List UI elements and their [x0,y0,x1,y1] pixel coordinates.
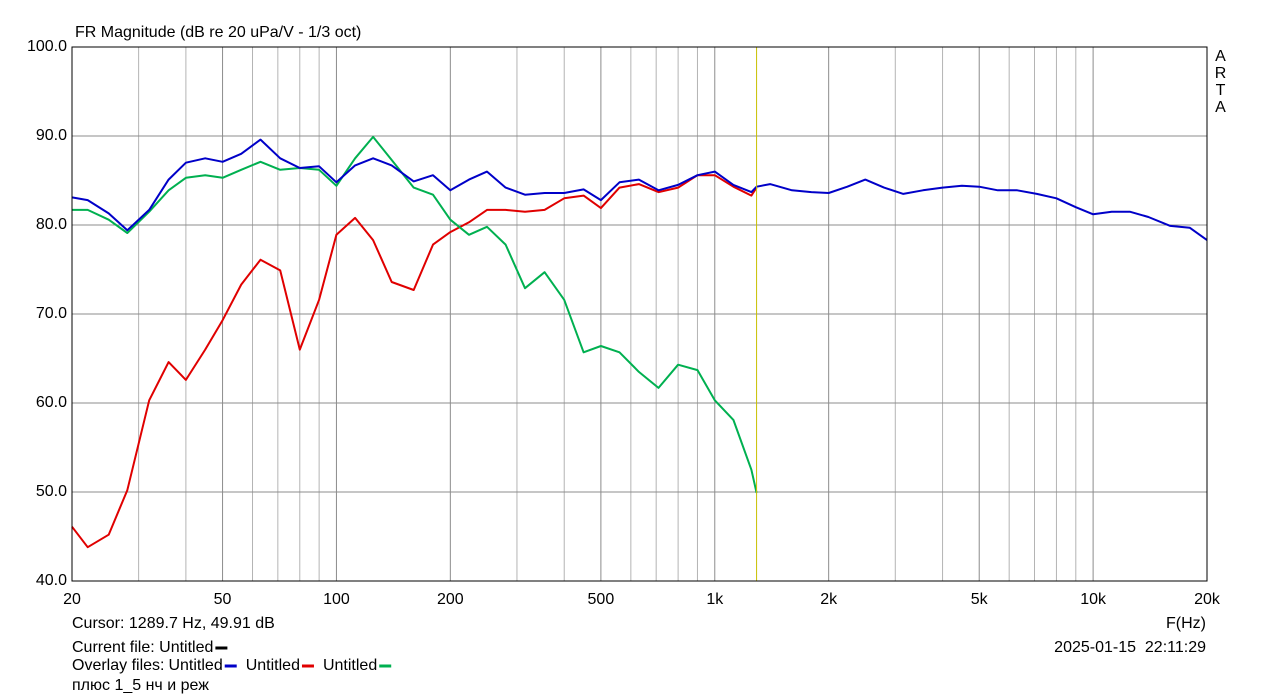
plot-frame [71,46,1208,582]
legend-label: Untitled [323,657,377,674]
y-tick-label: 50.0 [36,483,67,500]
x-tick-label: 500 [588,591,615,608]
x-tick-label: 20 [63,591,81,608]
watermark: ARTA [1212,48,1229,116]
y-tick-label: 100.0 [27,38,67,55]
x-tick-label: 2k [820,591,838,608]
series-line [72,135,758,494]
y-tick-label: 80.0 [36,216,67,233]
x-tick-label: 20k [1194,591,1221,608]
y-tick-label: 60.0 [36,394,67,411]
x-tick-label: 5k [971,591,989,608]
note: плюс 1_5 нч и реж [72,677,209,694]
legend-label: Untitled [168,657,222,674]
x-tick-label: 100 [323,591,350,608]
chart-title: FR Magnitude (dB re 20 uPa/V - 1/3 oct) [75,24,361,41]
series-line [71,174,758,549]
timestamp: 2025-01-15 22:11:29 [1054,639,1206,656]
series-line [71,138,1208,241]
x-tick-label: 200 [437,591,464,608]
x-axis-label: F(Hz) [1166,615,1206,632]
y-tick-label: 40.0 [36,572,67,589]
y-tick-label: 90.0 [36,127,67,144]
overlay-label: Overlay files: [72,657,164,674]
current-file: Current file: Untitled [72,639,213,656]
x-tick-label: 50 [214,591,232,608]
cursor-readout: Cursor: 1289.7 Hz, 49.91 dB [72,615,275,632]
x-tick-label: 1k [706,591,724,608]
y-tick-label: 70.0 [36,305,67,322]
legend-label: Untitled [246,657,300,674]
x-tick-label: 10k [1080,591,1107,608]
